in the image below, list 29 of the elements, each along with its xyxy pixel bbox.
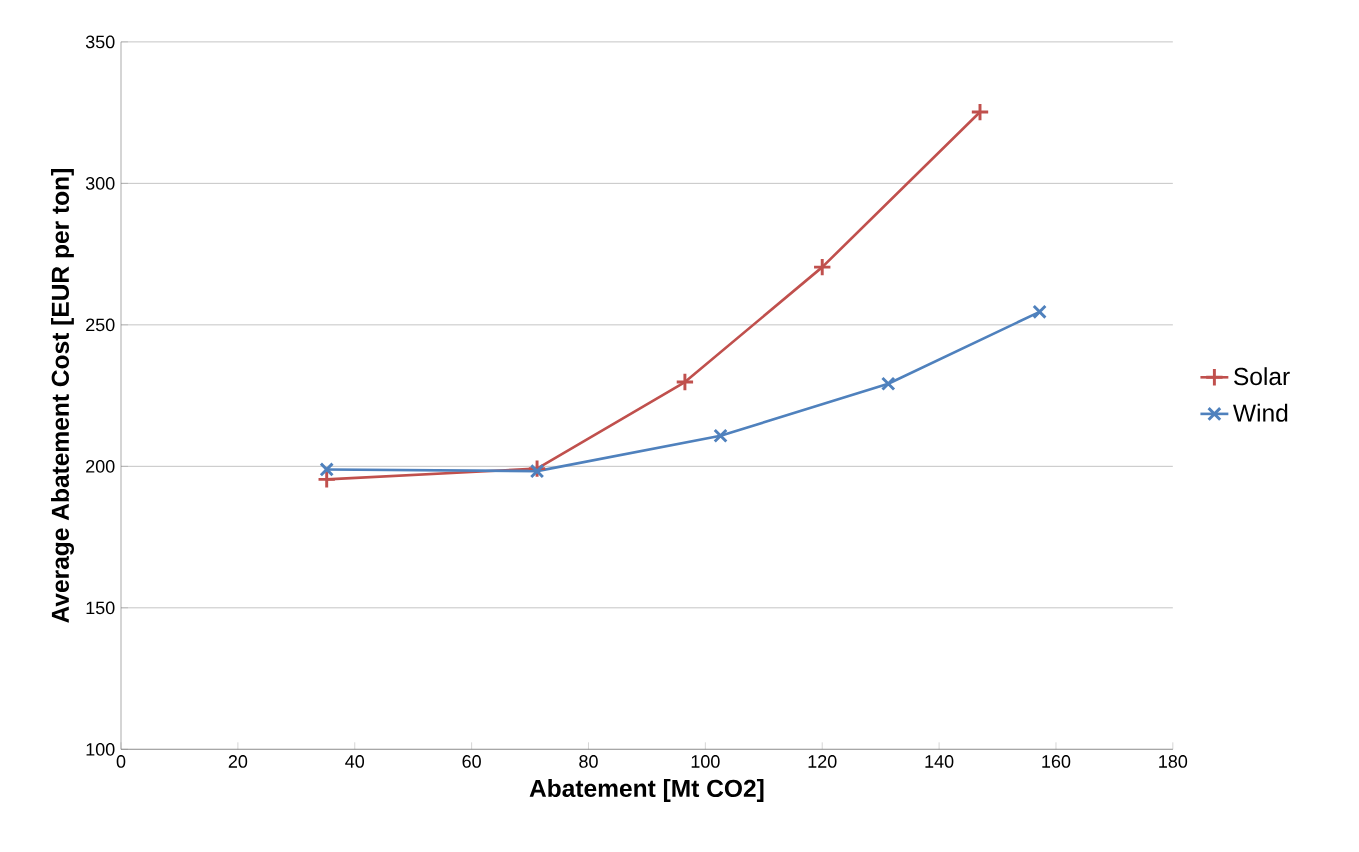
y-tick-label: 150 <box>86 601 115 615</box>
x-tick-label: 20 <box>228 755 248 768</box>
x-tick-label: 140 <box>925 755 954 768</box>
legend-label: Solar <box>1234 367 1290 386</box>
y-tick-label: 100 <box>86 743 115 756</box>
x-tick-label: 180 <box>1159 755 1188 768</box>
y-tick-label: 350 <box>85 35 115 49</box>
x-tick-label: 160 <box>1042 755 1071 768</box>
y-tick-label: 200 <box>86 460 115 473</box>
point <box>713 428 728 444</box>
point <box>1032 304 1047 320</box>
legend-label: Wind <box>1233 403 1288 422</box>
point <box>970 102 990 122</box>
y-tick-label: 250 <box>86 318 115 332</box>
point <box>812 257 832 277</box>
x-tick-label: 120 <box>808 755 837 768</box>
x-tick-label: 0 <box>116 755 126 768</box>
point <box>529 464 545 479</box>
point <box>675 372 695 392</box>
x-tick-label: 60 <box>462 755 481 768</box>
x-tick-label: 100 <box>691 755 720 768</box>
point <box>317 469 337 490</box>
x-tick-label: 80 <box>579 755 598 768</box>
x-tick-label: 40 <box>345 755 365 768</box>
x-axis-title: Abatement [Mt CO2] <box>529 779 764 803</box>
y-axis-title: Average Abatement Cost [EUR per ton] <box>51 169 74 624</box>
y-tick-label: 300 <box>85 177 115 190</box>
point <box>881 376 896 392</box>
point <box>319 462 334 477</box>
